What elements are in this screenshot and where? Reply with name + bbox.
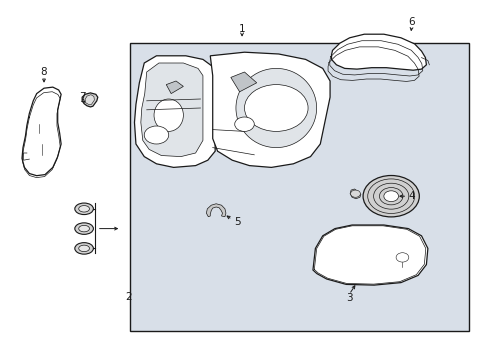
Circle shape <box>350 190 360 197</box>
Circle shape <box>234 117 254 131</box>
Text: 5: 5 <box>234 217 241 228</box>
Ellipse shape <box>362 175 419 217</box>
Ellipse shape <box>75 243 93 254</box>
Polygon shape <box>210 52 329 167</box>
Ellipse shape <box>79 225 89 232</box>
Polygon shape <box>85 95 94 104</box>
Text: 7: 7 <box>79 92 85 102</box>
Ellipse shape <box>79 206 89 212</box>
Ellipse shape <box>75 223 93 234</box>
Ellipse shape <box>75 203 93 215</box>
Text: 1: 1 <box>238 24 245 34</box>
Ellipse shape <box>235 68 316 148</box>
Polygon shape <box>349 189 360 199</box>
Ellipse shape <box>79 245 89 252</box>
Polygon shape <box>22 87 61 176</box>
Ellipse shape <box>154 99 183 131</box>
Text: 3: 3 <box>345 293 352 303</box>
Polygon shape <box>82 93 98 107</box>
Polygon shape <box>331 34 426 70</box>
Polygon shape <box>206 204 225 217</box>
Polygon shape <box>230 72 256 92</box>
Circle shape <box>244 85 307 131</box>
Text: 8: 8 <box>41 67 47 77</box>
Polygon shape <box>134 56 215 167</box>
Text: 6: 6 <box>407 17 414 27</box>
Bar <box>129 43 468 331</box>
Circle shape <box>383 191 398 202</box>
Text: 2: 2 <box>124 292 131 302</box>
Circle shape <box>144 126 168 144</box>
Polygon shape <box>312 225 427 285</box>
Polygon shape <box>141 63 203 157</box>
Polygon shape <box>166 81 183 94</box>
Text: 4: 4 <box>408 191 415 201</box>
